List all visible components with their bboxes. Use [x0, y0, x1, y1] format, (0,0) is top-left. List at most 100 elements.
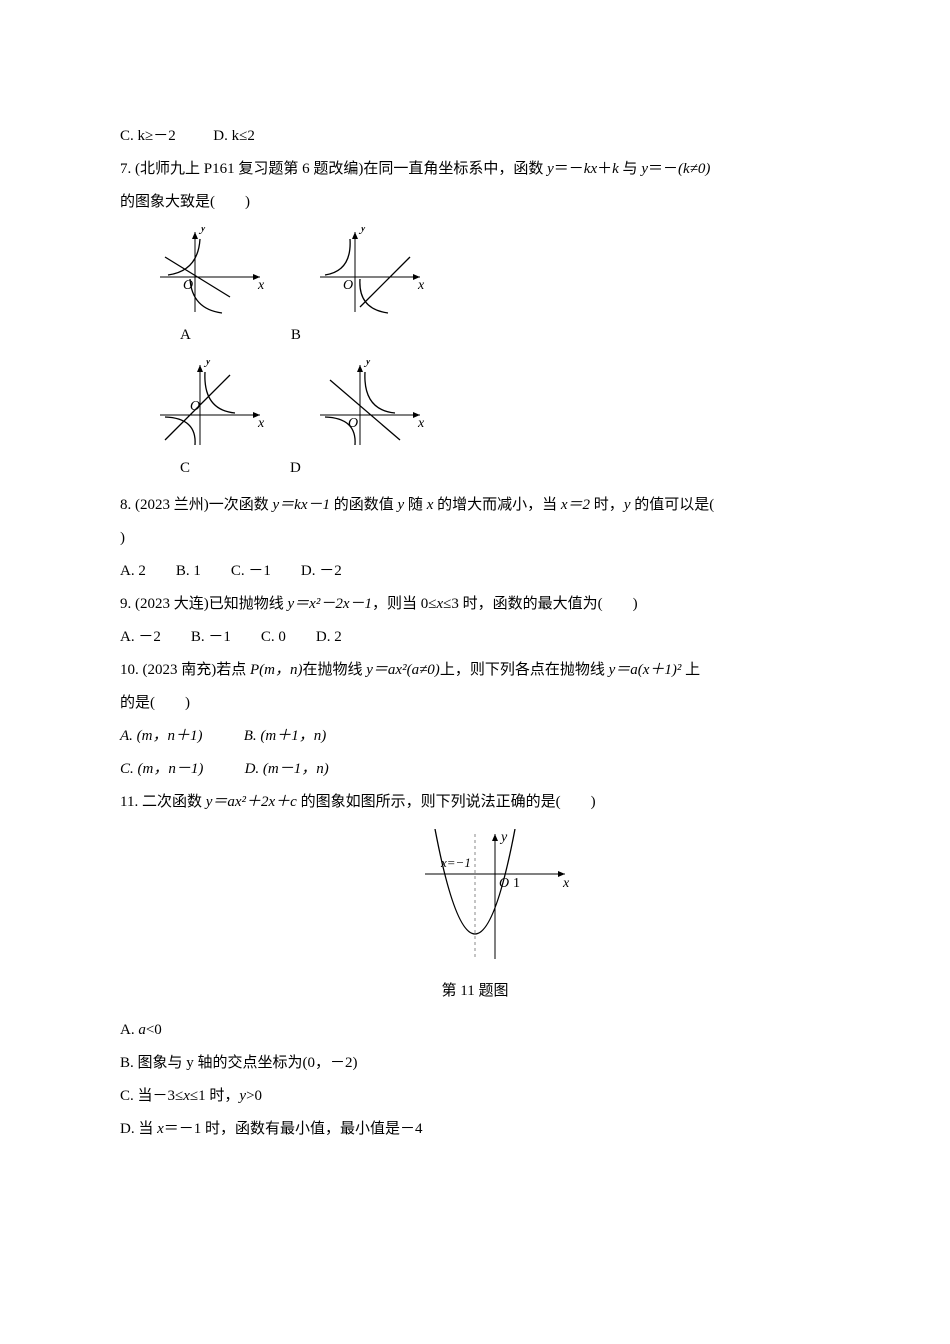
q7-graph-C: y x O [150, 360, 270, 448]
q10-c: 上，则下列各点在抛物线 [440, 662, 609, 678]
svg-text:y: y [198, 227, 207, 235]
svg-text:x: x [417, 278, 425, 293]
q7-stem: 7. (北师九上 P161 复习题第 6 题改编)在同一直角坐标系中，函数 y＝… [120, 153, 830, 186]
q7-eq1: ＝－ [554, 161, 584, 177]
q7-stem-b: 的图象大致是( ) [120, 186, 830, 219]
q11-eq: y＝ax²＋2x＋c [206, 794, 297, 810]
svg-text:y: y [358, 227, 367, 235]
q9-optA: A. －2 [120, 629, 161, 645]
q8-optC: C. －1 [231, 563, 271, 579]
q10-d: 上 [681, 662, 700, 678]
q10-optA: A. (m，n＋1) [120, 728, 203, 744]
q11-graph: y x O 1 x=−1 [365, 829, 585, 969]
q7-labels-row2: C D [180, 452, 830, 485]
q9-c: ≤3 时，函数的最大值为( ) [443, 596, 637, 612]
q11-optA-b: a [138, 1022, 146, 1038]
q8-f: 的值可以是( [630, 497, 714, 513]
q11-optD-x: x [157, 1121, 164, 1137]
q7-graph-A: y x O [150, 227, 270, 315]
q11-a: 11. 二次函数 [120, 794, 206, 810]
q8-optA: A. 2 [120, 563, 146, 579]
q11-stem: 11. 二次函数 y＝ax²＋2x＋c 的图象如图所示，则下列说法正确的是( ) [120, 786, 830, 819]
q10-optD: D. (m－1，n) [245, 761, 329, 777]
q11-optB: B. 图象与 y 轴的交点坐标为(0，－2) [120, 1047, 830, 1080]
q7-with: 与 [619, 161, 642, 177]
q10-opts-1: A. (m，n＋1) B. (m＋1，n) [120, 720, 830, 753]
q7-labels-row1: A B [180, 319, 830, 352]
q11-optC-c: >0 [246, 1088, 262, 1104]
q9-eq: y＝x²－2x－1 [288, 596, 372, 612]
q7-graphs-row1: y x O y x O [150, 227, 830, 315]
q10-stem-e: 的是( ) [120, 687, 830, 720]
q11-optA: A. a<0 [120, 1014, 830, 1047]
q8-stem: 8. (2023 兰州)一次函数 y＝kx－1 的函数值 y 随 x 的增大而减… [120, 489, 830, 522]
svg-text:y: y [499, 830, 508, 845]
q11-optC: C. 当－3≤x≤1 时，y>0 [120, 1080, 830, 1113]
q8-options: A. 2 B. 1 C. －1 D. －2 [120, 555, 830, 588]
q9-options: A. －2 B. －1 C. 0 D. 2 [120, 621, 830, 654]
q11-b: 的图象如图所示，则下列说法正确的是( ) [297, 794, 596, 810]
q7-plus: ＋ [597, 161, 612, 177]
svg-text:y: y [363, 360, 372, 368]
q9-a: 9. (2023 大连)已知抛物线 [120, 596, 288, 612]
q7-y2: y [641, 161, 648, 177]
q8-optB: B. 1 [176, 563, 201, 579]
svg-text:x: x [257, 416, 265, 431]
q9-stem: 9. (2023 大连)已知抛物线 y＝x²－2x－1，则当 0≤x≤3 时，函… [120, 588, 830, 621]
q10-optC: C. (m，n－1) [120, 761, 203, 777]
svg-text:x: x [562, 876, 570, 891]
q8-xeq: x＝2 [561, 497, 590, 513]
q11-optD-a: D. 当 [120, 1121, 157, 1137]
q11-optD-b: ＝－1 时，函数有最小值，最小值是－4 [164, 1121, 423, 1137]
q7-eq2: ＝－ [648, 161, 678, 177]
q10-opts-2: C. (m，n－1) D. (m－1，n) [120, 753, 830, 786]
q7-kx: kx [584, 161, 597, 177]
q11-optA-c: <0 [146, 1022, 162, 1038]
svg-text:x: x [417, 416, 425, 431]
q11-caption: 第 11 题图 [120, 975, 830, 1008]
svg-text:y: y [203, 360, 212, 368]
q8-b: 的函数值 [330, 497, 398, 513]
q11-optD: D. 当 x＝－1 时，函数有最小值，最小值是－4 [120, 1113, 830, 1146]
q7-graph-D: y x O [310, 360, 430, 448]
q10-a: 10. (2023 南充)若点 [120, 662, 250, 678]
svg-text:1: 1 [513, 876, 520, 891]
q7-graph-B: y x O [310, 227, 430, 315]
q7-label-B: B [291, 319, 301, 352]
svg-text:x: x [257, 278, 265, 293]
q10-pt: P(m，n) [250, 662, 303, 678]
q6-optD: D. k≤2 [213, 128, 255, 144]
q10-eq1: y＝ax²(a≠0) [366, 662, 440, 678]
q8-a: 8. (2023 兰州)一次函数 [120, 497, 273, 513]
q8-optD: D. －2 [301, 563, 342, 579]
q11-optC-a: C. 当－3≤ [120, 1088, 183, 1104]
q9-optC: C. 0 [261, 629, 286, 645]
q7-label-D: D [290, 452, 301, 485]
q11-optC-b: ≤1 时， [190, 1088, 239, 1104]
q7-paren: (k≠0) [678, 161, 710, 177]
q10-stem: 10. (2023 南充)若点 P(m，n)在抛物线 y＝ax²(a≠0)上，则… [120, 654, 830, 687]
q8-e: 时， [590, 497, 624, 513]
svg-text:x=−1: x=−1 [440, 855, 471, 870]
q7-label-C: C [180, 452, 190, 485]
q9-optD: D. 2 [316, 629, 342, 645]
svg-text:O: O [343, 278, 353, 293]
q10-b: 在抛物线 [303, 662, 367, 678]
q11-optC-x: x [183, 1088, 190, 1104]
q7-k2: k [612, 161, 619, 177]
q7-graphs-row2: y x O y x O [150, 360, 830, 448]
q6-options: C. k≥－2 D. k≤2 [120, 120, 830, 153]
q9-b: ，则当 0≤ [372, 596, 436, 612]
q10-eq2: y＝a(x＋1)² [609, 662, 682, 678]
q7-text-a: 7. (北师九上 P161 复习题第 6 题改编)在同一直角坐标系中，函数 [120, 161, 547, 177]
q7-y1: y [547, 161, 554, 177]
q6-optC: C. k≥－2 [120, 128, 176, 144]
q8-c: 随 [404, 497, 427, 513]
q8-eq: y＝kx－1 [273, 497, 330, 513]
q10-optB: B. (m＋1，n) [244, 728, 327, 744]
q8-close: ) [120, 522, 830, 555]
q7-label-A: A [180, 319, 191, 352]
q8-d: 的增大而减小，当 [433, 497, 561, 513]
svg-text:O: O [348, 416, 358, 431]
q11-optA-a: A. [120, 1022, 138, 1038]
